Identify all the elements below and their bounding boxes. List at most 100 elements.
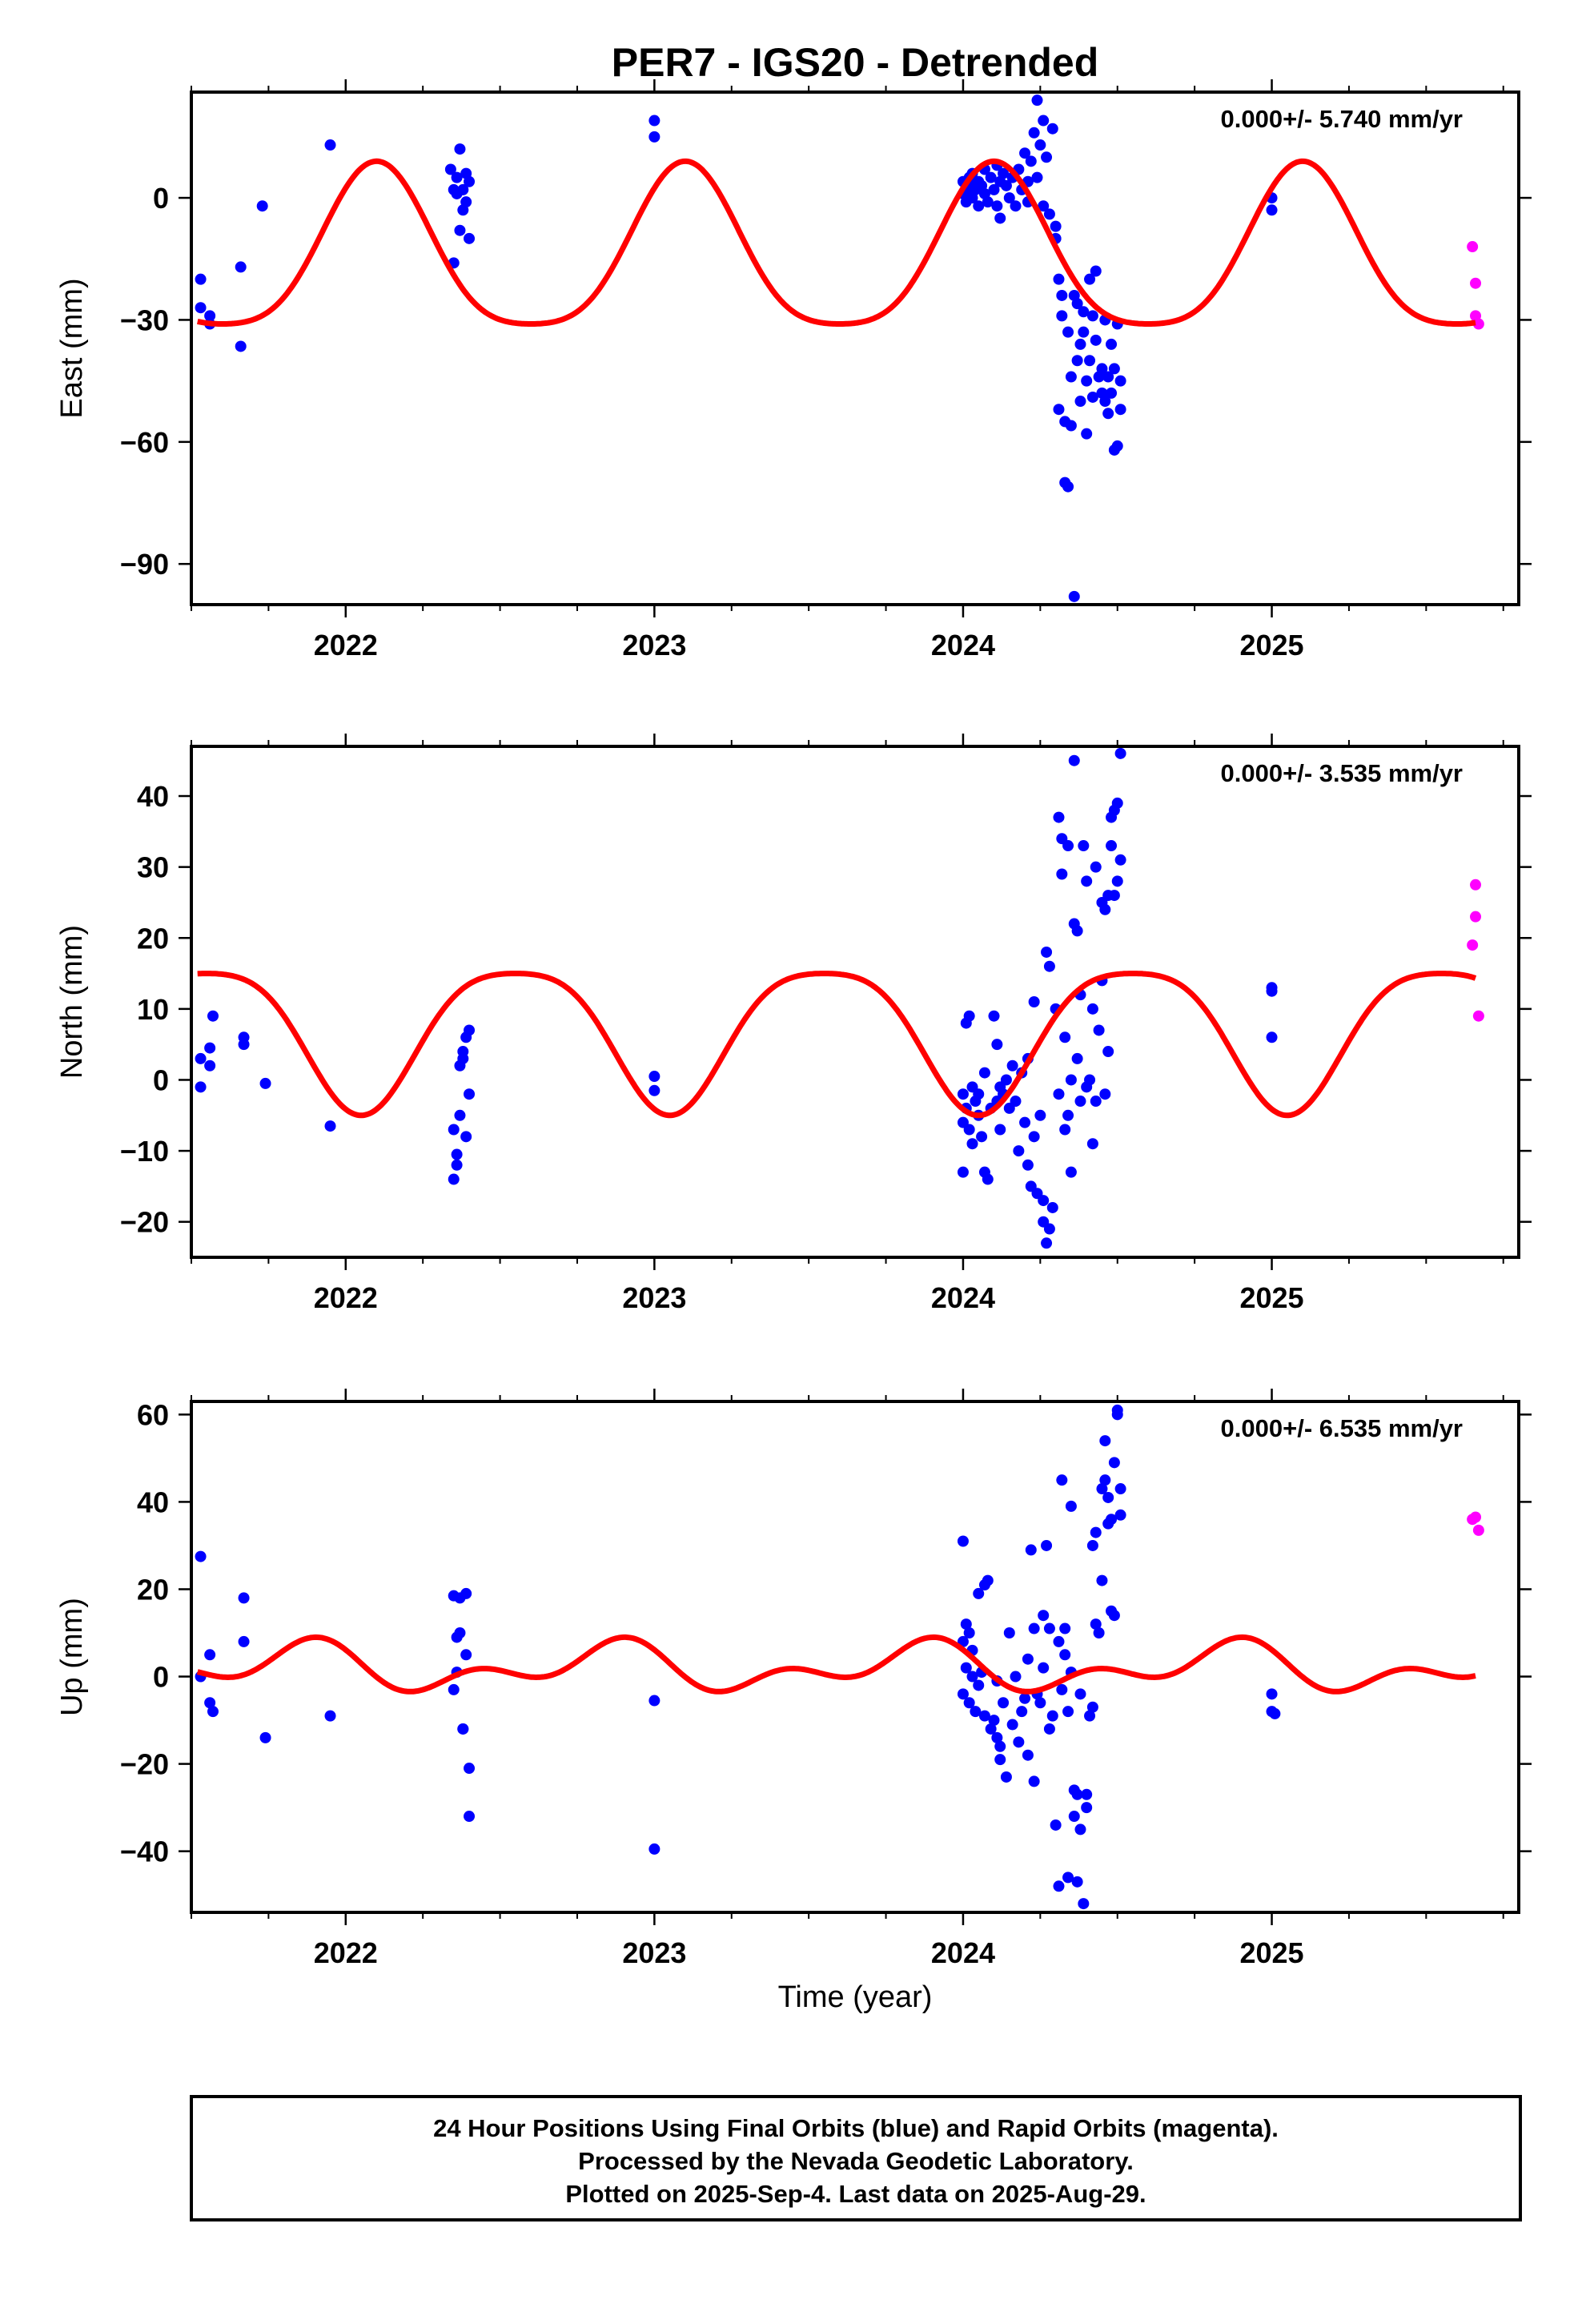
final-orbit-point xyxy=(1038,200,1050,212)
final-orbit-point xyxy=(1106,1514,1118,1526)
final-orbit-point xyxy=(1114,1483,1126,1495)
final-orbit-point xyxy=(1096,363,1108,375)
final-orbit-point xyxy=(207,1010,219,1022)
final-orbit-point xyxy=(259,1731,271,1743)
final-orbit-point xyxy=(957,1535,969,1547)
final-orbit-point xyxy=(1108,1457,1120,1469)
final-orbit-point xyxy=(1106,387,1118,399)
final-orbit-point xyxy=(1010,200,1022,212)
final-orbit-point xyxy=(457,183,469,195)
final-orbit-point xyxy=(970,1706,982,1718)
rapid-orbit-point xyxy=(1470,1511,1482,1523)
final-orbit-point xyxy=(1028,1622,1040,1634)
final-orbit-point xyxy=(1114,747,1126,759)
final-orbit-point xyxy=(1056,310,1068,322)
final-orbit-point xyxy=(1046,1710,1058,1722)
final-orbit-point xyxy=(998,167,1010,179)
final-orbit-point xyxy=(451,1148,463,1160)
final-orbit-point xyxy=(1022,1159,1034,1171)
final-orbit-point xyxy=(448,1173,460,1185)
final-orbit-point xyxy=(460,1131,472,1143)
final-orbit-point xyxy=(259,1077,271,1089)
x-tick-label: 2025 xyxy=(1239,629,1303,661)
final-orbit-point xyxy=(1013,1736,1025,1748)
final-orbit-point xyxy=(963,1124,975,1136)
final-orbit-point xyxy=(1065,1074,1077,1086)
final-orbit-point xyxy=(1000,1771,1012,1783)
final-orbit-point xyxy=(963,1627,975,1639)
final-orbit-point xyxy=(1053,1635,1065,1647)
final-orbit-point xyxy=(1099,903,1111,915)
final-orbit-point xyxy=(1010,1671,1022,1683)
final-orbit-point xyxy=(1065,1500,1077,1512)
final-orbit-point xyxy=(1102,1046,1114,1058)
final-orbit-point xyxy=(1074,1096,1086,1108)
final-orbit-point xyxy=(1071,1788,1083,1800)
final-orbit-point xyxy=(1043,208,1055,220)
final-orbit-point xyxy=(1266,1031,1278,1043)
rate-label: 0.000+/- 6.535 mm/yr xyxy=(1221,1414,1463,1442)
final-orbit-point xyxy=(1114,404,1126,416)
footer-box: 24 Hour Positions Using Final Orbits (bl… xyxy=(190,2095,1522,2221)
y-tick-label: 40 xyxy=(137,780,169,813)
final-orbit-point xyxy=(1086,391,1098,403)
final-orbit-point xyxy=(1106,840,1118,852)
data-layer xyxy=(195,1404,1484,1910)
x-tick-label: 2023 xyxy=(622,1281,686,1314)
final-orbit-point xyxy=(1000,179,1012,191)
final-orbit-point xyxy=(1078,326,1090,338)
final-orbit-point xyxy=(235,340,247,352)
final-orbit-point xyxy=(1090,1526,1102,1538)
y-tick-label: −60 xyxy=(120,426,169,459)
final-orbit-point xyxy=(1034,139,1046,151)
rapid-orbit-point xyxy=(1470,911,1482,923)
final-orbit-point xyxy=(1010,1096,1022,1108)
x-tick-label: 2025 xyxy=(1239,1281,1303,1314)
final-orbit-point xyxy=(1046,123,1058,135)
x-tick-label: 2022 xyxy=(314,1936,378,1969)
data-layer xyxy=(195,94,1484,602)
plot-frame xyxy=(190,90,1520,606)
final-orbit-point xyxy=(1062,480,1074,493)
final-orbit-point xyxy=(648,1071,661,1083)
final-orbit-point xyxy=(1019,1116,1031,1128)
footer-frame xyxy=(190,2095,1522,2221)
final-orbit-point xyxy=(1038,1610,1050,1622)
final-orbit-point xyxy=(1081,428,1093,440)
final-orbit-point xyxy=(1000,1074,1012,1086)
final-orbit-point xyxy=(324,1710,336,1722)
final-orbit-point xyxy=(460,196,472,208)
rapid-orbit-point xyxy=(1467,939,1479,951)
final-orbit-point xyxy=(1043,1723,1055,1735)
y-tick-label: 0 xyxy=(153,182,169,215)
y-tick-label: −40 xyxy=(120,1835,169,1868)
final-orbit-point xyxy=(454,224,466,236)
x-axis-label: Time (year) xyxy=(778,1980,933,2014)
final-orbit-point xyxy=(1031,171,1043,183)
final-orbit-point xyxy=(204,1059,216,1072)
final-orbit-point xyxy=(460,1587,472,1599)
final-orbit-point xyxy=(1074,1823,1086,1835)
final-orbit-point xyxy=(204,1649,216,1661)
final-orbit-point xyxy=(978,1710,990,1722)
final-orbit-point xyxy=(1269,1707,1281,1719)
final-orbit-point xyxy=(1056,868,1068,880)
final-orbit-point xyxy=(1038,115,1050,127)
final-orbit-point xyxy=(1111,797,1123,809)
y-tick-label: 60 xyxy=(137,1398,169,1431)
final-orbit-point xyxy=(1093,1024,1105,1036)
final-orbit-point xyxy=(973,1587,985,1599)
final-orbit-point xyxy=(994,1754,1006,1766)
final-orbit-point xyxy=(973,200,985,212)
final-orbit-point xyxy=(648,131,661,143)
final-orbit-point xyxy=(195,1081,207,1093)
y-tick-label: 20 xyxy=(137,1573,169,1606)
final-orbit-point xyxy=(1059,1124,1071,1136)
final-orbit-point xyxy=(1028,996,1040,1007)
final-orbit-point xyxy=(1062,1109,1074,1121)
final-orbit-point xyxy=(1090,1096,1102,1108)
final-orbit-point xyxy=(1081,875,1093,887)
seasonal-model-curve xyxy=(196,1634,1476,1695)
final-orbit-point xyxy=(1062,1706,1074,1718)
final-orbit-point xyxy=(1056,1683,1068,1695)
